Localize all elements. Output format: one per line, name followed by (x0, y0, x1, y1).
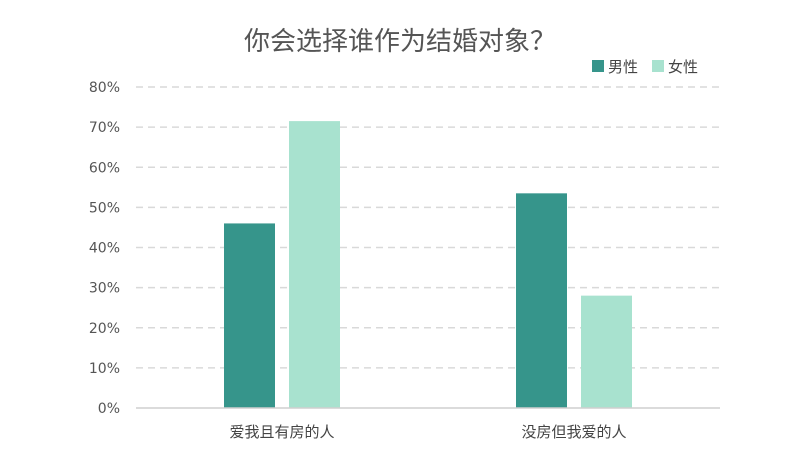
y-tick-label: 30% (89, 281, 120, 297)
y-tick-label: 70% (89, 120, 120, 136)
legend-swatch-female (652, 60, 664, 72)
x-axis-categories: 爱我且有房的人 没房但我爱的人 (229, 423, 626, 441)
bar-male (516, 193, 567, 408)
legend-label-female: 女性 (668, 58, 698, 76)
chart-title: 你会选择谁作为结婚对象？ (244, 27, 556, 57)
legend: 男性 女性 (592, 58, 698, 76)
legend-label-male: 男性 (608, 58, 638, 76)
bar-female (289, 121, 340, 408)
gridlines (136, 86, 720, 369)
x-category-label: 爱我且有房的人 (229, 423, 334, 441)
legend-swatch-male (592, 60, 604, 72)
x-category-label: 没房但我爱的人 (521, 423, 626, 441)
y-tick-label: 80% (89, 80, 120, 96)
y-tick-label: 60% (89, 160, 120, 176)
bars (224, 121, 632, 408)
bar-female (581, 295, 632, 408)
y-tick-label: 0% (98, 401, 120, 417)
bar-male (224, 223, 275, 408)
y-tick-label: 10% (89, 361, 120, 377)
y-tick-label: 40% (89, 241, 120, 257)
y-tick-label: 50% (89, 200, 120, 216)
y-axis-ticks: 0% 10% 20% 30% 40% 50% 60% 70% 80% (89, 80, 120, 417)
y-tick-label: 20% (89, 321, 120, 337)
